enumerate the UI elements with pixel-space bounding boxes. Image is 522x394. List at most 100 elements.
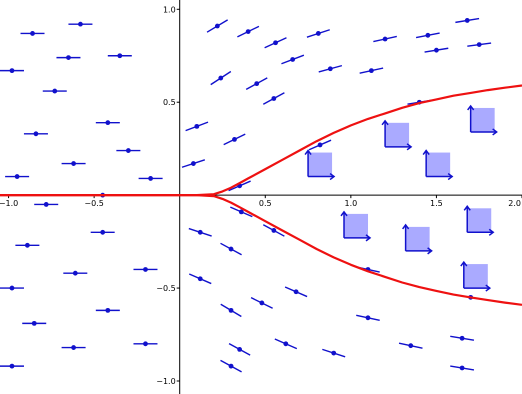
vector-point <box>293 289 299 295</box>
vector-point <box>143 341 148 347</box>
frame-arrowhead-x <box>485 284 492 292</box>
vector-point <box>238 209 244 215</box>
y-tick-label: −0.5 <box>156 284 175 293</box>
vector-point <box>228 307 234 313</box>
vector-point <box>218 75 224 81</box>
vector-point <box>9 68 15 74</box>
vector-point <box>408 343 414 349</box>
frame-arrowhead-y <box>460 260 468 267</box>
frame-arrowhead-x <box>492 128 498 136</box>
vector-point <box>78 21 83 27</box>
vector-point <box>368 68 374 74</box>
x-tick-label: −1.0 <box>0 199 18 208</box>
vector-point <box>194 123 200 129</box>
frame-arrowhead-y <box>402 223 410 230</box>
frame-marker <box>340 210 372 242</box>
vector-point <box>459 335 465 341</box>
vector-point <box>476 42 482 48</box>
vector-point <box>315 31 321 36</box>
vector-point <box>143 267 148 272</box>
vector-point <box>148 176 154 181</box>
vector-point <box>365 315 371 321</box>
vector-point <box>459 365 465 371</box>
vector-point <box>331 350 337 356</box>
vector-point <box>125 148 131 153</box>
vector-point <box>327 66 333 72</box>
vector-point <box>290 57 296 62</box>
frame-marker <box>304 149 336 181</box>
frame-arrowhead-y <box>422 149 430 156</box>
frame-marker <box>381 119 413 151</box>
frame-square <box>308 152 333 177</box>
vector-point <box>72 270 78 276</box>
vector-point <box>52 88 58 94</box>
vector-point <box>259 300 265 306</box>
vector-point <box>100 229 106 235</box>
vector-point <box>31 320 37 326</box>
vector-point <box>271 96 277 101</box>
frame-arrowhead-y <box>463 205 471 211</box>
frame-square <box>385 122 410 147</box>
vector-point <box>214 23 220 29</box>
frame-marker <box>463 205 495 236</box>
vector-point <box>382 36 388 42</box>
x-tick-label: −0.5 <box>84 199 103 208</box>
vector-point <box>434 47 439 53</box>
vector-point <box>24 242 30 248</box>
vector-point <box>464 18 470 23</box>
vector-point <box>425 32 431 38</box>
frame-arrowhead-x <box>427 247 433 255</box>
frame-square <box>467 208 492 233</box>
frame-square <box>426 152 451 177</box>
x-tick-label: 0.5 <box>259 199 272 208</box>
frame-marker <box>460 260 492 292</box>
vector-point <box>43 202 49 207</box>
vector-point <box>9 363 15 369</box>
curves <box>0 84 522 306</box>
vector-point <box>71 345 76 350</box>
frame-square <box>470 107 495 132</box>
vector-point <box>33 131 39 137</box>
frame-arrowhead-x <box>447 172 454 181</box>
vector-point <box>283 341 289 347</box>
vector-point <box>232 136 237 142</box>
frame-arrowhead-x <box>365 234 372 242</box>
frame-arrowhead-y <box>467 104 475 111</box>
curve-line <box>0 194 522 306</box>
x-tick-label: 1.5 <box>430 199 443 208</box>
vector-point <box>237 346 243 352</box>
frame-square <box>405 226 430 251</box>
vector-point <box>190 161 196 166</box>
vector-point <box>197 229 203 235</box>
vector-point <box>228 246 234 252</box>
y-tick-label: 1.0 <box>163 5 176 14</box>
frame-arrowhead-y <box>340 210 348 217</box>
frame-square <box>344 213 369 238</box>
vector-point <box>245 29 251 34</box>
vector-point <box>317 142 323 148</box>
frame-arrowhead-x <box>329 172 336 181</box>
vector-point <box>117 53 123 59</box>
frame-arrowhead-y <box>304 149 312 156</box>
vector-point <box>228 363 234 369</box>
frame-markers <box>304 104 498 292</box>
vector-point <box>105 120 111 126</box>
curve-line <box>0 84 522 197</box>
vector-point <box>9 285 15 291</box>
x-tick-label: 2.0 <box>508 199 521 208</box>
frame-arrowhead-y <box>381 119 389 126</box>
vector-point <box>271 228 277 233</box>
x-tick-label: 1.0 <box>344 199 357 208</box>
frame-arrowhead-x <box>406 143 413 151</box>
vector-point <box>197 276 203 282</box>
vector-point <box>14 174 20 179</box>
vector-point <box>254 81 260 87</box>
vector-point <box>105 307 111 313</box>
y-tick-label: 0.5 <box>163 98 176 107</box>
vector-point <box>66 55 71 61</box>
frame-marker <box>402 223 433 255</box>
vector-point <box>273 40 278 46</box>
vector-point <box>30 31 35 36</box>
